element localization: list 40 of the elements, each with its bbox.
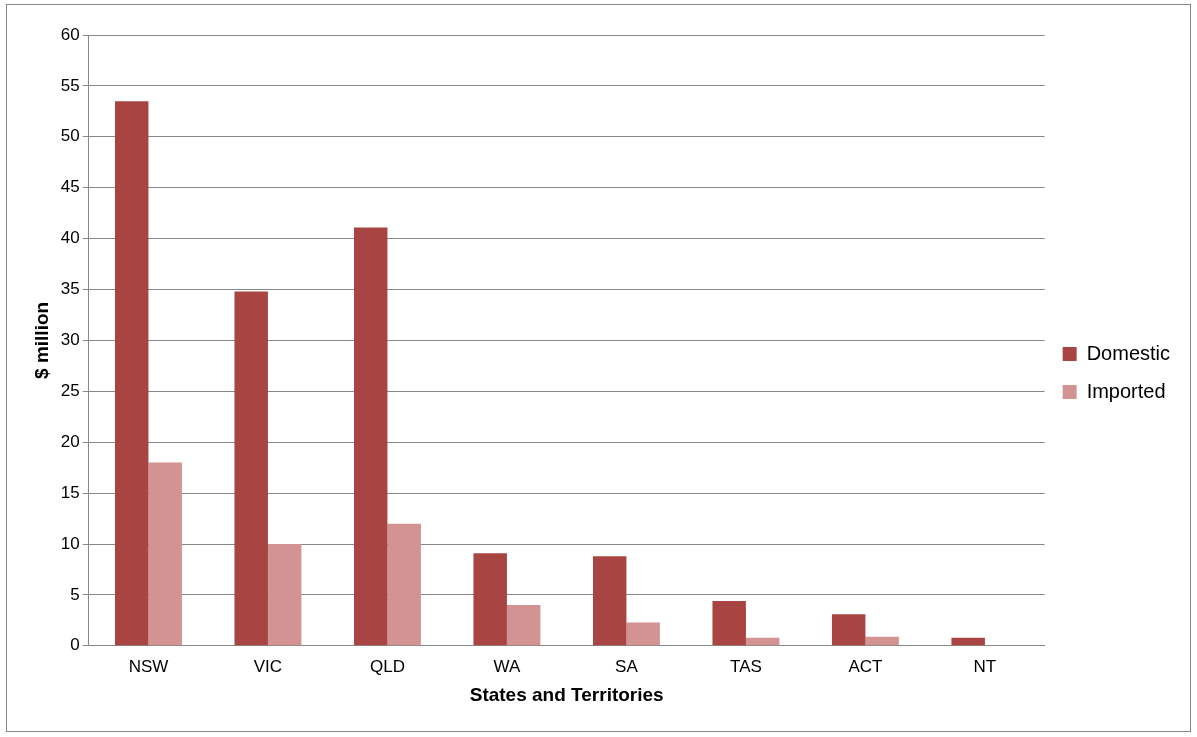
x-tick-label: NSW	[128, 656, 169, 676]
y-tick-label: 25	[60, 380, 80, 400]
y-axis-title: $ million	[30, 301, 52, 379]
bar	[353, 227, 388, 646]
y-tick-label: 5	[70, 584, 80, 604]
bar	[712, 601, 746, 646]
bar	[831, 614, 866, 646]
y-tick-label: 45	[60, 177, 80, 197]
y-tick-label: 10	[60, 533, 80, 553]
x-axis-title: States and Territories	[469, 683, 664, 705]
bar	[626, 622, 660, 646]
bar	[115, 101, 149, 646]
y-tick-label: 55	[60, 75, 80, 95]
x-tick-label: ACT	[848, 656, 883, 676]
bar	[865, 636, 899, 646]
legend-label: Imported	[1086, 379, 1166, 402]
x-tick-label: TAS	[730, 656, 762, 676]
bar	[592, 556, 627, 646]
x-tick-label: NT	[973, 656, 997, 676]
x-tick-label: WA	[493, 656, 521, 676]
y-tick-label: 30	[60, 330, 80, 350]
y-tick-label: 40	[60, 228, 80, 248]
y-tick-label: 15	[60, 482, 80, 502]
legend-label: Domestic	[1086, 341, 1171, 364]
y-tick-label: 35	[60, 279, 80, 299]
x-tick-label: VIC	[253, 656, 283, 676]
bar	[267, 544, 302, 646]
bar	[234, 291, 268, 646]
y-tick-label: 0	[70, 635, 80, 655]
bar	[473, 553, 507, 646]
bar	[745, 637, 780, 646]
bar	[148, 462, 182, 646]
y-tick-label: 60	[60, 24, 80, 44]
y-tick-label: 50	[60, 126, 80, 146]
x-tick-label: SA	[615, 656, 639, 676]
bar	[951, 637, 985, 646]
bar	[506, 605, 541, 646]
y-tick-label: 20	[60, 431, 80, 451]
x-tick-label: QLD	[369, 656, 405, 676]
bar	[387, 523, 421, 646]
